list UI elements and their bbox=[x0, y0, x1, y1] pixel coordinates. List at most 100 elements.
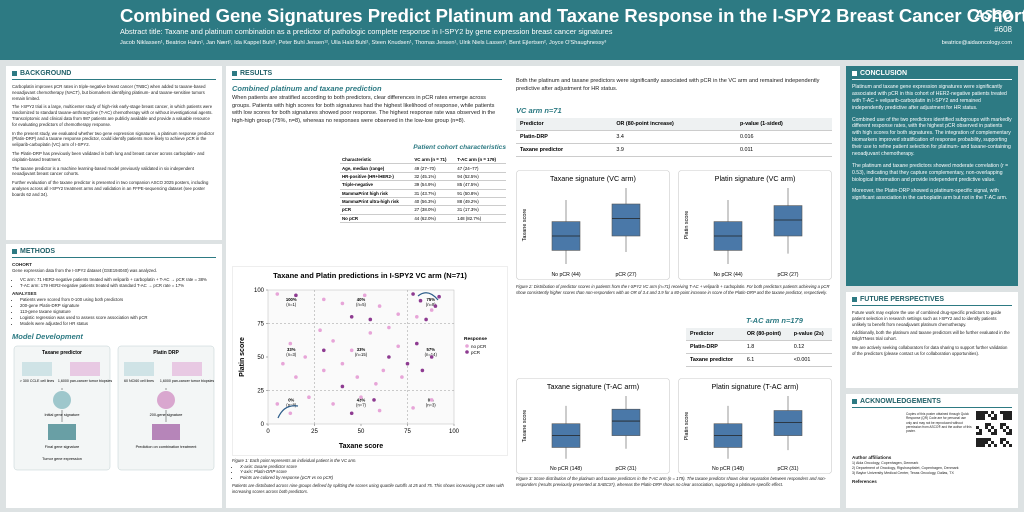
data-point bbox=[377, 408, 382, 413]
data-point bbox=[359, 395, 363, 399]
icon bbox=[157, 391, 175, 410]
qr-cell bbox=[976, 438, 979, 441]
data-point bbox=[418, 298, 423, 303]
label: ANALYSES bbox=[12, 291, 37, 297]
icon bbox=[12, 249, 17, 254]
data-point bbox=[429, 308, 434, 312]
group-count: (n=8) bbox=[286, 402, 296, 407]
icon bbox=[124, 362, 154, 377]
list-item: Points are colored by response (pCR vs n… bbox=[240, 475, 508, 481]
qr-cell bbox=[988, 444, 991, 447]
paragraph: In the present study, we evaluated wheth… bbox=[12, 130, 215, 148]
qr-cell bbox=[985, 423, 988, 426]
data-point bbox=[429, 355, 434, 359]
data-point bbox=[340, 301, 345, 306]
box bbox=[611, 408, 641, 436]
data-point bbox=[275, 402, 280, 406]
qr-cell bbox=[979, 441, 982, 444]
data-point bbox=[340, 361, 345, 366]
group-count: (n=3) bbox=[286, 352, 296, 357]
list-item: 200-gene Platin-DRP signature bbox=[20, 303, 216, 309]
list: VC arm: 71 HER2-negative patients treate… bbox=[12, 277, 216, 289]
paragraph: Gene expression data from the I-SPY2 dat… bbox=[12, 268, 157, 273]
qr-cell bbox=[1006, 426, 1009, 429]
qr-cell bbox=[994, 429, 997, 432]
subtitle: Abstract title: Taxane and platinum comb… bbox=[120, 27, 613, 36]
box bbox=[611, 203, 641, 237]
list-item: T-AC arm: 179 HER2-negative patients tre… bbox=[20, 283, 216, 289]
table-cell: 85 (47.5%) bbox=[455, 180, 506, 190]
data-point bbox=[387, 325, 391, 330]
qr-cell bbox=[1009, 417, 1012, 420]
list-item: X-axis: taxane predictor score bbox=[240, 464, 508, 470]
x-tick-label: 50 bbox=[358, 429, 365, 435]
paragraphs: Carboplatin improves pCR rates in triple… bbox=[12, 84, 216, 198]
table-cell: Taxane predictor bbox=[516, 143, 613, 157]
icon bbox=[22, 362, 52, 377]
boxplot: Taxane signature (VC arm) Taxane score No … bbox=[516, 170, 670, 280]
group-rate: 33% bbox=[357, 347, 366, 352]
y-tick-label: 25 bbox=[257, 389, 264, 395]
model-diagram: Taxane predictor Platin DRP > 300 CCLE c… bbox=[13, 346, 214, 471]
qr-cell bbox=[1006, 411, 1009, 414]
group-rate: 0% bbox=[288, 397, 294, 402]
plot-title: Taxane signature (VC arm) bbox=[550, 174, 636, 183]
qr-cell bbox=[1003, 417, 1006, 420]
qr-cell bbox=[1000, 426, 1003, 429]
qr-cell bbox=[1009, 432, 1012, 435]
qr-cell bbox=[988, 438, 991, 441]
qr-cell bbox=[1003, 429, 1006, 432]
label: 60 NCI60 cell lines bbox=[124, 379, 154, 383]
list-item: VC arm: 71 HER2-negative patients treate… bbox=[20, 277, 216, 283]
qr-cell bbox=[994, 444, 997, 447]
qr-cell bbox=[976, 411, 979, 414]
arrow bbox=[417, 292, 439, 301]
arrow bbox=[61, 388, 167, 423]
data-point bbox=[368, 317, 373, 322]
data-point bbox=[322, 368, 326, 373]
icon bbox=[12, 71, 17, 76]
paragraph: Moreover, the Platin-DRP showed a platin… bbox=[852, 188, 1008, 202]
affiliations: Author affiliations 1) Aida Oncology, Co… bbox=[852, 452, 1012, 485]
caption: Figure 3: Score distribution of the plat… bbox=[516, 476, 827, 487]
data-point bbox=[433, 304, 438, 308]
label: Taxane predictor bbox=[42, 350, 82, 356]
qr-cell bbox=[1003, 444, 1006, 447]
results-panel: RESULTS Combined platinum and taxane pre… bbox=[226, 66, 840, 508]
label: Platin DRP bbox=[153, 350, 179, 356]
y-tick-label: 100 bbox=[254, 288, 265, 294]
qr-cell bbox=[991, 441, 994, 444]
qr-cell bbox=[1000, 411, 1003, 414]
table-cell: MammaPrint ultra-high risk bbox=[340, 197, 413, 207]
label: Tumor gene expression bbox=[42, 457, 82, 461]
y-axis-label: Taxane score bbox=[522, 410, 528, 443]
table-cell: 44 (62.0%) bbox=[412, 214, 456, 224]
table-cell: 94 (52.5%) bbox=[455, 172, 506, 182]
table-cell: pCR bbox=[340, 205, 413, 215]
x-tick-label: 75 bbox=[404, 429, 411, 435]
subheading: T-AC arm n=179 bbox=[746, 316, 803, 325]
list: X-axis: taxane predictor scoreY-axis: Pl… bbox=[232, 464, 508, 481]
table-row: No pCR 44 (62.0%) 148 (82.7%) bbox=[340, 214, 506, 224]
y-axis-label: Platin score bbox=[684, 412, 690, 441]
group-rate: 57% bbox=[427, 347, 436, 352]
plot-title: Taxane signature (T-AC arm) bbox=[547, 382, 639, 391]
data-point bbox=[396, 312, 400, 316]
data-point bbox=[411, 292, 415, 296]
header: Combined Gene Signatures Predict Platinu… bbox=[0, 0, 1024, 60]
table-cell: Platin-DRP bbox=[516, 130, 613, 144]
paragraph: Carboplatin improves pCR rates in triple… bbox=[12, 84, 206, 101]
cohort-table: Characteristic VC arm (n = 71) T-AC arm (n… bbox=[340, 156, 506, 224]
data-point bbox=[340, 384, 345, 389]
data-point bbox=[288, 341, 293, 346]
legend-label: pCR bbox=[471, 350, 481, 355]
table-cell: 27 (38.0%) bbox=[412, 205, 456, 215]
label: Author affiliations bbox=[852, 455, 892, 460]
qr-cell bbox=[979, 417, 982, 420]
qr-cell bbox=[985, 438, 988, 441]
caption: Figure 1: Each point represents an indiv… bbox=[232, 458, 357, 463]
qr-cell bbox=[982, 444, 985, 447]
section-heading: CONCLUSION bbox=[852, 70, 1012, 80]
group-count: (n=7) bbox=[356, 402, 366, 407]
section-heading: BACKGROUND bbox=[12, 70, 216, 80]
